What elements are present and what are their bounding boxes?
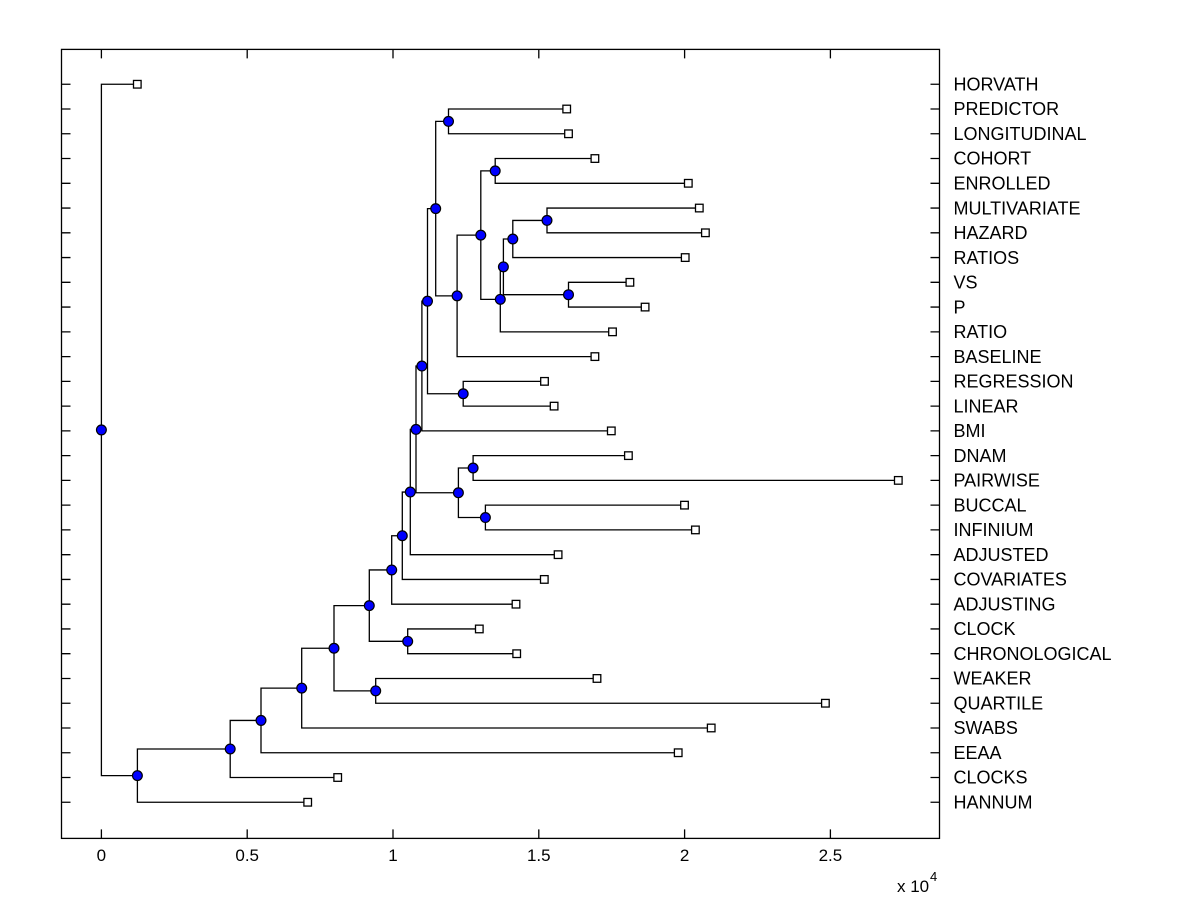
svg-text:4: 4 bbox=[930, 869, 937, 884]
svg-text:EEAA: EEAA bbox=[954, 743, 1002, 763]
svg-text:1.5: 1.5 bbox=[527, 846, 551, 865]
svg-text:PREDICTOR: PREDICTOR bbox=[954, 99, 1060, 119]
svg-text:P: P bbox=[954, 297, 966, 317]
svg-text:SWABS: SWABS bbox=[954, 718, 1018, 738]
svg-text:2: 2 bbox=[680, 846, 689, 865]
svg-text:BMI: BMI bbox=[954, 421, 986, 441]
svg-text:ADJUSTING: ADJUSTING bbox=[954, 594, 1056, 614]
svg-text:COVARIATES: COVARIATES bbox=[954, 570, 1067, 590]
svg-text:REGRESSION: REGRESSION bbox=[954, 372, 1074, 392]
svg-text:0: 0 bbox=[97, 846, 106, 865]
svg-text:2.5: 2.5 bbox=[819, 846, 843, 865]
svg-text:WEAKER: WEAKER bbox=[954, 669, 1032, 689]
svg-text:ADJUSTED: ADJUSTED bbox=[954, 545, 1049, 565]
svg-text:BASELINE: BASELINE bbox=[954, 347, 1042, 367]
svg-text:HORVATH: HORVATH bbox=[954, 74, 1039, 94]
svg-text:ENROLLED: ENROLLED bbox=[954, 173, 1051, 193]
svg-text:LONGITUDINAL: LONGITUDINAL bbox=[954, 124, 1087, 144]
svg-text:VS: VS bbox=[954, 273, 978, 293]
svg-text:HANNUM: HANNUM bbox=[954, 792, 1033, 812]
svg-text:BUCCAL: BUCCAL bbox=[954, 495, 1027, 515]
svg-text:LINEAR: LINEAR bbox=[954, 396, 1019, 416]
svg-text:RATIO: RATIO bbox=[954, 322, 1008, 342]
svg-text:HAZARD: HAZARD bbox=[954, 223, 1028, 243]
svg-text:MULTIVARIATE: MULTIVARIATE bbox=[954, 198, 1081, 218]
svg-text:CLOCK: CLOCK bbox=[954, 619, 1016, 639]
svg-text:CHRONOLOGICAL: CHRONOLOGICAL bbox=[954, 644, 1112, 664]
svg-text:COHORT: COHORT bbox=[954, 149, 1032, 169]
svg-text:x 10: x 10 bbox=[897, 877, 929, 896]
svg-text:QUARTILE: QUARTILE bbox=[954, 693, 1044, 713]
svg-text:RATIOS: RATIOS bbox=[954, 248, 1020, 268]
svg-text:DNAM: DNAM bbox=[954, 446, 1007, 466]
svg-text:0.5: 0.5 bbox=[235, 846, 259, 865]
svg-text:PAIRWISE: PAIRWISE bbox=[954, 471, 1040, 491]
svg-text:1: 1 bbox=[388, 846, 397, 865]
svg-text:INFINIUM: INFINIUM bbox=[954, 520, 1034, 540]
svg-text:CLOCKS: CLOCKS bbox=[954, 768, 1028, 788]
